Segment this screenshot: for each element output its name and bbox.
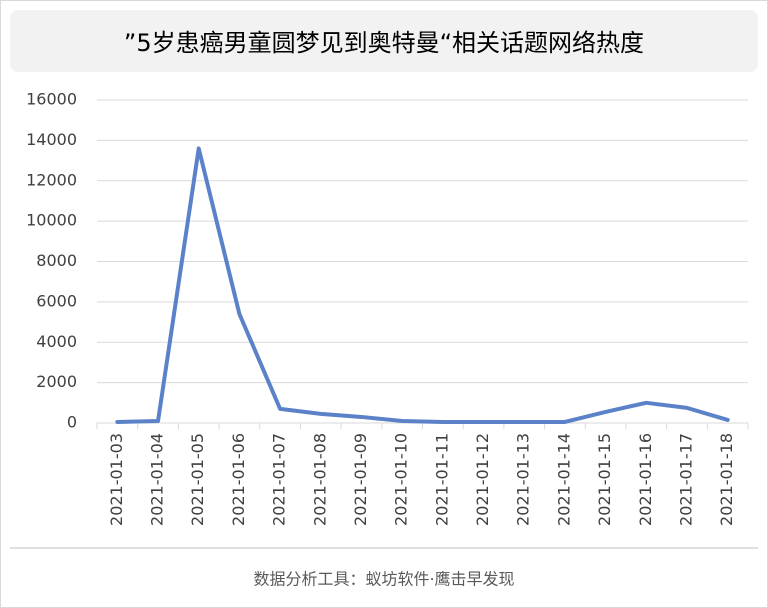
x-tick-label: 2021-01-07 [270,433,289,526]
x-tick-label: 2021-01-08 [310,433,329,526]
x-tick-label: 2021-01-10 [392,433,411,526]
x-tick-label: 2021-01-06 [229,433,248,526]
y-tick-label: 10000 [26,211,77,230]
x-tick-label: 2021-01-13 [514,433,533,526]
x-tick-label: 2021-01-18 [717,433,736,526]
x-tick-label: 2021-01-05 [188,433,207,526]
y-tick-label: 16000 [26,90,77,109]
y-tick-label: 0 [67,413,77,432]
x-tick-label: 2021-01-11 [432,433,451,526]
x-tick-label: 2021-01-04 [148,433,167,526]
y-tick-label: 4000 [36,332,77,351]
line [115,146,730,424]
x-tick-label: 2021-01-09 [351,433,370,526]
y-tick-label: 8000 [36,251,77,270]
y-tick-label: 6000 [36,291,77,310]
y-tick-label: 2000 [36,372,77,391]
x-tick-label: 2021-01-16 [636,433,655,526]
x-tick-label: 2021-01-15 [595,433,614,526]
chart-title: ”5岁患癌男童圆梦见到奥特曼“相关话题网络热度 [124,29,644,57]
footer: 数据分析工具：蚁坊软件·鹰击早发现 [253,570,514,589]
x-tick-label: 2021-01-12 [473,433,492,526]
x-tick-label: 2021-01-17 [676,433,695,526]
title-box [10,10,758,72]
x-tick-label: 2021-01-03 [107,433,126,526]
y-tick-label: 12000 [26,170,77,189]
y-tick-label: 14000 [26,130,77,149]
x-tick-label: 2021-01-14 [554,433,573,526]
